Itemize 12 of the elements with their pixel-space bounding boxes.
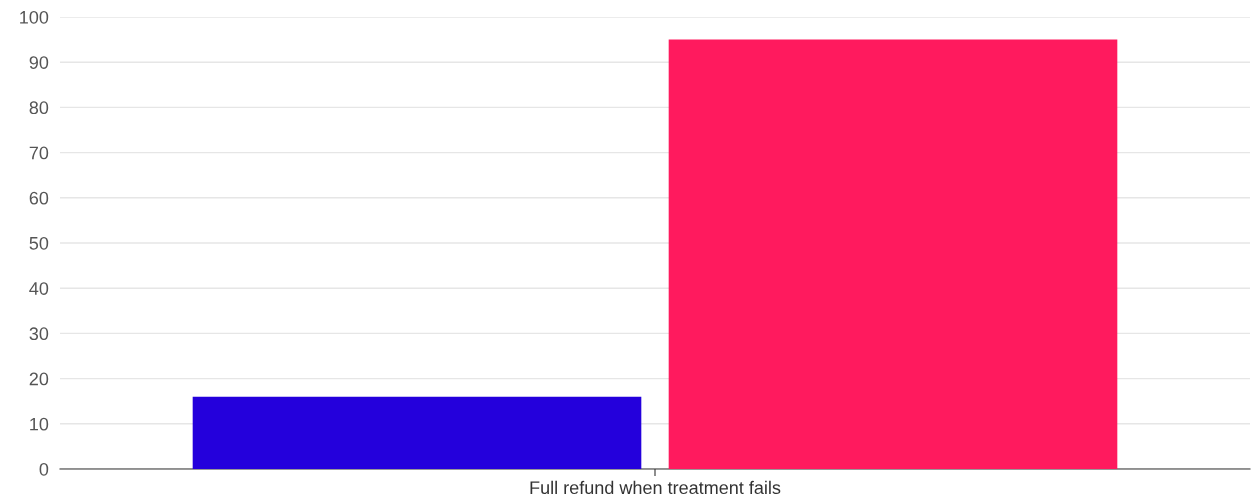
- y-tick-label: 10: [30, 417, 49, 431]
- y-tick-label: 20: [29, 372, 49, 386]
- y-tick-label: 40: [29, 282, 49, 295]
- y-tick-label: 70: [29, 146, 49, 160]
- y-tick-label: 80: [29, 101, 49, 115]
- y-tick-label: 100: [20, 10, 49, 24]
- y-tick-label: 90: [29, 56, 49, 69]
- y-tick-label: 0: [39, 462, 49, 476]
- y-tick-label: 60: [29, 191, 49, 205]
- y-tick-label: 50: [29, 236, 49, 250]
- x-tick-label: Full refund when treatment fails: [530, 480, 781, 495]
- y-tick-label: 30: [29, 327, 49, 341]
